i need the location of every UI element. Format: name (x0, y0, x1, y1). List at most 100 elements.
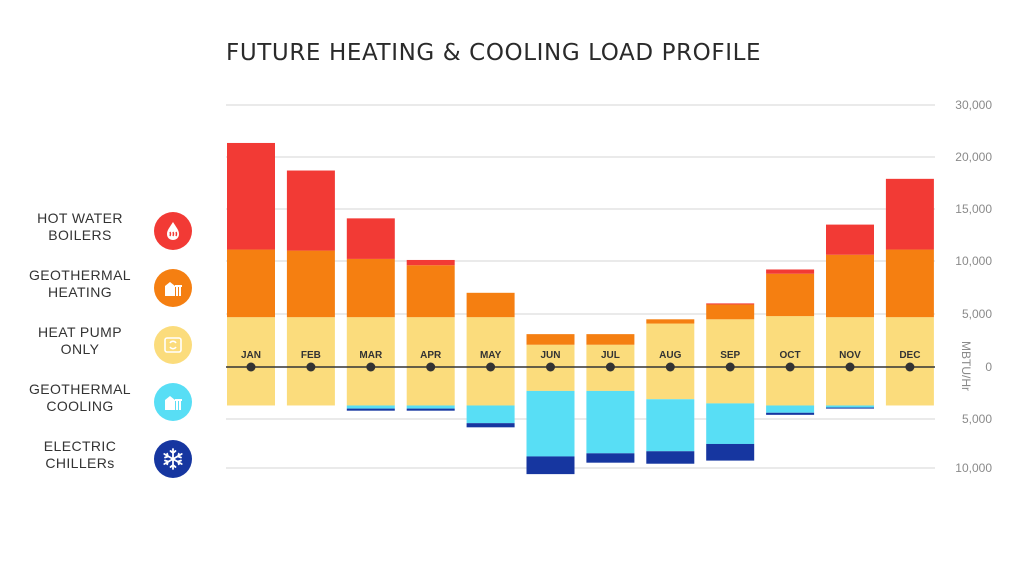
bar-segment (766, 273, 815, 317)
bar-segment (346, 405, 395, 409)
bar-segment (406, 317, 455, 367)
y-tick-label: 30,000 (955, 98, 992, 112)
geothermal-heating-icon (154, 269, 192, 307)
x-tick-label: OCT (780, 350, 801, 361)
bar-segment (885, 317, 934, 367)
bar-segment (406, 265, 455, 318)
legend-label-line: COOLING (46, 398, 114, 414)
x-tick-label: NOV (839, 350, 861, 361)
chart-title: FUTURE HEATING & COOLING LOAD PROFILE (226, 40, 762, 66)
bar-segment (706, 303, 755, 305)
axis-dot (486, 362, 496, 372)
bar-segment (526, 344, 575, 367)
bar-segment (826, 254, 874, 318)
bar-segment (406, 259, 455, 266)
flame-icon (154, 212, 192, 250)
y-tick-label: 10,000 (955, 254, 992, 268)
bar-segment (646, 367, 695, 400)
bar-segment (586, 334, 635, 345)
legend-label-line: ELECTRIC (43, 438, 117, 454)
bar-segment (586, 390, 635, 454)
bar-segment (826, 407, 874, 409)
bar-segment (766, 269, 815, 274)
legend-label: HEAT PUMP ONLY (10, 324, 150, 358)
legend-label-line: HEATING (48, 284, 112, 300)
legend-label: HOT WATER BOILERS (10, 210, 150, 244)
bar-segment (646, 319, 695, 324)
y-tick-label: 5,000 (962, 412, 992, 426)
y-tick-label: 20,000 (955, 150, 992, 164)
legend-label: GEOTHERMAL COOLING (10, 381, 150, 415)
legend-item-geothermal-heating: GEOTHERMAL HEATING (20, 267, 200, 311)
axis-dot (845, 362, 855, 372)
legend-label: ELECTRIC CHILLERs (10, 438, 150, 472)
bar-segment (885, 249, 934, 318)
bar-segment (227, 317, 275, 367)
geothermal-cooling-icon (154, 383, 192, 421)
x-tick-label: FEB (301, 350, 321, 361)
axis-dot (605, 362, 615, 372)
bar-segment (646, 451, 695, 464)
bar-segment (227, 249, 275, 318)
bar-segment (526, 390, 575, 457)
axis-dot (785, 362, 795, 372)
legend-item-electric-chillers: ELECTRIC CHILLERs (20, 438, 200, 482)
x-tick-label: APR (420, 350, 442, 361)
x-tick-label: JAN (241, 350, 261, 361)
bar-segment (526, 367, 575, 391)
axis-dot (306, 362, 316, 372)
bar-segment (346, 317, 395, 367)
bar-segment (227, 367, 275, 406)
legend-label-line: GEOTHERMAL (28, 267, 131, 283)
bar-segment (466, 405, 515, 424)
bar-segment (346, 218, 395, 259)
heat-pump-icon (154, 326, 192, 364)
bar-segment (706, 403, 755, 444)
axis-dot (725, 362, 735, 372)
axis-dot (246, 362, 256, 372)
axis-dot (546, 362, 555, 372)
bar-segment (706, 367, 755, 404)
legend-label: GEOTHERMAL HEATING (10, 267, 150, 301)
bar-segment (766, 316, 815, 367)
x-tick-label: JUL (601, 350, 620, 361)
x-tick-label: MAR (359, 350, 383, 361)
bar-segment (826, 317, 874, 367)
bar-segment (286, 317, 335, 367)
x-tick-label: SEP (720, 350, 740, 361)
bar-segment (526, 334, 575, 345)
bar-segment (286, 250, 335, 318)
legend-label-line: CHILLERs (45, 455, 115, 471)
y-axis-label: MBTU/Hr (959, 341, 973, 391)
bar-segment (586, 453, 635, 463)
legend-label-line: BOILERS (48, 227, 112, 243)
legend-item-heat-pump-only: HEAT PUMP ONLY (20, 324, 200, 368)
bar-segment (826, 405, 874, 408)
bar-segment (406, 367, 455, 406)
legend-label-line: GEOTHERMAL (28, 381, 131, 397)
y-tick-label: 10,000 (955, 461, 992, 475)
y-tick-label: 5,000 (962, 307, 992, 321)
bar-segment (706, 443, 755, 461)
bar-segment (466, 292, 515, 318)
axis-dot (426, 362, 436, 372)
bar-segment (406, 405, 455, 409)
legend-label-line: ONLY (60, 341, 100, 357)
bar-segment (766, 405, 815, 413)
bar-segment (646, 323, 695, 367)
bar-segment (885, 367, 934, 406)
bar-segment (346, 408, 395, 411)
bar-segment (706, 319, 755, 367)
axis-dot (665, 362, 675, 372)
x-tick-label: JUN (540, 350, 560, 361)
bar-segment (346, 258, 395, 318)
bar-segment (766, 412, 815, 415)
legend-label-line: HEAT PUMP (38, 324, 122, 340)
y-tick-label: 0 (985, 360, 992, 374)
bar-segment (706, 304, 755, 320)
bar-segment (227, 142, 275, 250)
bar-segment (466, 423, 515, 428)
y-tick-label: 15,000 (955, 202, 992, 216)
legend-item-geothermal-cooling: GEOTHERMAL COOLING (20, 381, 200, 425)
